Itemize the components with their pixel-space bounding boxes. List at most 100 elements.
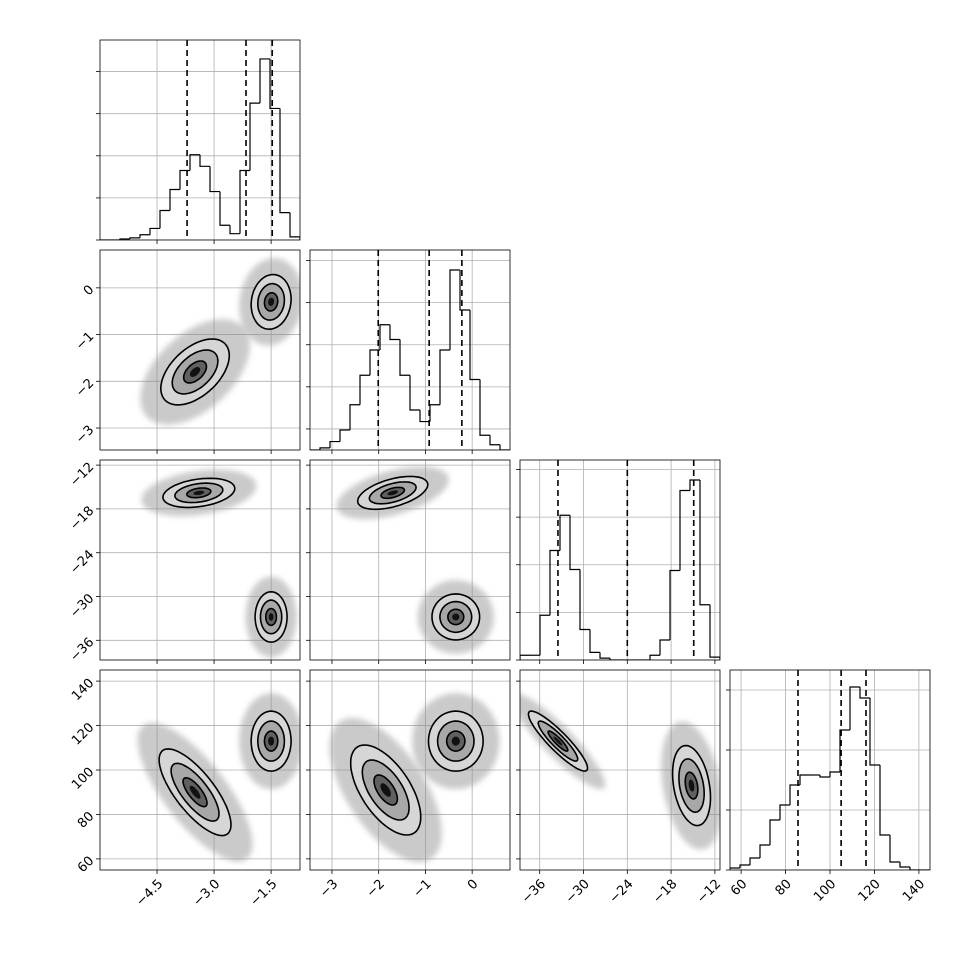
density-peak [553,736,563,746]
y-tick-label: 60 [75,854,97,876]
y-tick-label: 100 [69,765,97,793]
contour [171,349,219,395]
contour [250,710,292,772]
x-tick-label: 0 [465,877,481,893]
density-peak [268,736,275,746]
panel [100,670,300,870]
contour [159,338,231,406]
histogram-bin [899,862,910,868]
histogram-bin [869,698,880,766]
panel [520,670,720,870]
histogram-bin [759,844,770,858]
panel-frame [99,669,301,871]
x-tick-label: −24 [607,877,637,907]
histogram-bin [139,234,150,238]
histogram-bin [579,569,590,631]
contour [537,720,579,762]
histogram-bin [549,549,560,616]
histogram-bin [769,819,780,845]
x-tick-label: −30 [563,877,593,907]
contour [170,762,220,822]
x-tick-label: −36 [519,877,549,907]
x-tick-label: −12 [694,877,724,907]
histogram-bin [499,444,510,450]
histogram-bin [369,349,380,376]
density-peak [380,783,391,797]
histogram-bin [699,480,710,606]
panel-frame [729,669,931,871]
contour [265,607,278,627]
y-tick-label: 0 [81,283,97,299]
panel [100,460,300,660]
x-tick-label: −3 [317,877,341,901]
histogram-bin [649,654,660,660]
histogram-bin [339,429,350,442]
contour [361,759,410,821]
histogram-bin [520,654,530,660]
panel [100,250,300,450]
y-tick-label: −24 [67,547,97,577]
y-tick-label: −2 [73,376,97,400]
histogram-bin [379,324,390,350]
contour [427,710,484,772]
panel [310,250,510,450]
contour [671,744,712,827]
x-tick-label: 60 [728,877,750,899]
histogram-bin [439,349,450,405]
histogram-bin [459,270,470,311]
contour [527,710,589,772]
contour [439,600,473,634]
histogram-bin [889,835,900,863]
histogram-bin [779,804,790,820]
y-tick-label: −36 [67,635,97,665]
histogram-bin [469,310,480,381]
histogram-bin [909,867,920,870]
contour [356,475,429,511]
histogram-bin [269,58,280,110]
contour [250,273,292,331]
contour [259,599,283,635]
histogram-bin [199,154,210,167]
histogram-bin [839,729,850,772]
contour [373,774,399,806]
histogram-bin [709,604,720,660]
histogram-bin [159,209,170,229]
panel-frame [99,459,301,661]
histogram-bin [859,687,870,699]
histogram-bin [209,166,220,193]
density-peak [193,490,205,495]
panel [730,670,930,870]
histogram-bin [569,515,580,571]
histogram-bin [589,629,600,653]
histogram-bin [229,225,240,235]
y-tick-label: −3 [73,423,97,447]
panel-frame [519,459,721,661]
histogram-bin [219,191,230,226]
panel-axes: 60 80 100 120 140 [726,669,931,905]
y-tick-label: −18 [67,504,97,534]
histogram-bin [169,188,180,211]
x-tick-label: 120 [856,877,884,905]
contour [445,730,466,752]
histogram-bin [539,614,550,656]
histogram-bin [249,102,260,171]
histogram-bin [349,404,360,430]
panel-frame [309,669,511,871]
histogram-bin [829,771,840,777]
histogram-bin [419,410,430,423]
contour [174,482,224,504]
histogram-bin [479,379,490,436]
contour [547,730,569,752]
density-peak [387,490,398,496]
contour [431,593,481,641]
panel-frame [309,459,511,661]
panel-frame [99,249,301,451]
contour [436,720,475,762]
histogram-bin [149,227,160,235]
histogram-bin [739,864,750,868]
y-tick-label: −30 [67,591,97,621]
x-tick-label: 140 [900,877,928,905]
histogram-bin [289,212,300,240]
density-peak [688,779,695,792]
density-peak [452,613,460,621]
